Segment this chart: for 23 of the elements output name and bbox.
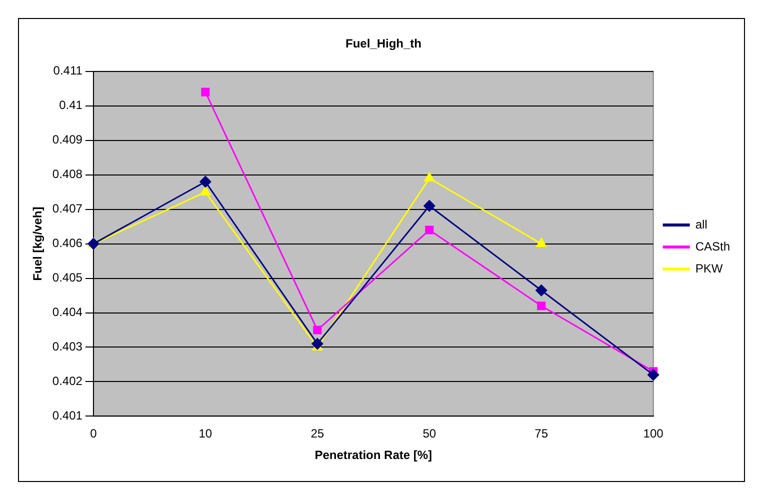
x-tick-label: 0 [90,426,98,441]
chart-title: Fuel_High_th [345,36,422,51]
x-tick-label: 25 [310,426,324,441]
y-tick-label: 0.401 [52,408,83,423]
legend-label: CASth [695,239,730,254]
x-tick-label: 10 [198,426,212,441]
y-tick-label: 0.405 [52,270,83,285]
y-tick-label: 0.407 [52,202,83,216]
y-tick-label: 0.406 [52,236,83,250]
y-tick-label: 0.409 [52,132,83,147]
y-tick-label: 0.403 [52,340,83,354]
y-tick-label: 0.41 [59,98,83,112]
y-tick-label: 0.411 [53,64,83,78]
y-tick-label: 0.402 [52,374,83,388]
legend-label: all [695,217,708,232]
x-tick-label: 50 [422,426,436,441]
x-axis-title: Penetration Rate [%] [314,448,432,462]
x-tick-label: 75 [534,426,548,441]
y-tick-label: 0.404 [52,305,83,320]
y-axis-title: Fuel [kg/veh] [30,206,45,281]
x-tick-label: 100 [643,426,664,441]
legend-label: PKW [695,261,724,276]
y-tick-label: 0.408 [52,167,83,182]
